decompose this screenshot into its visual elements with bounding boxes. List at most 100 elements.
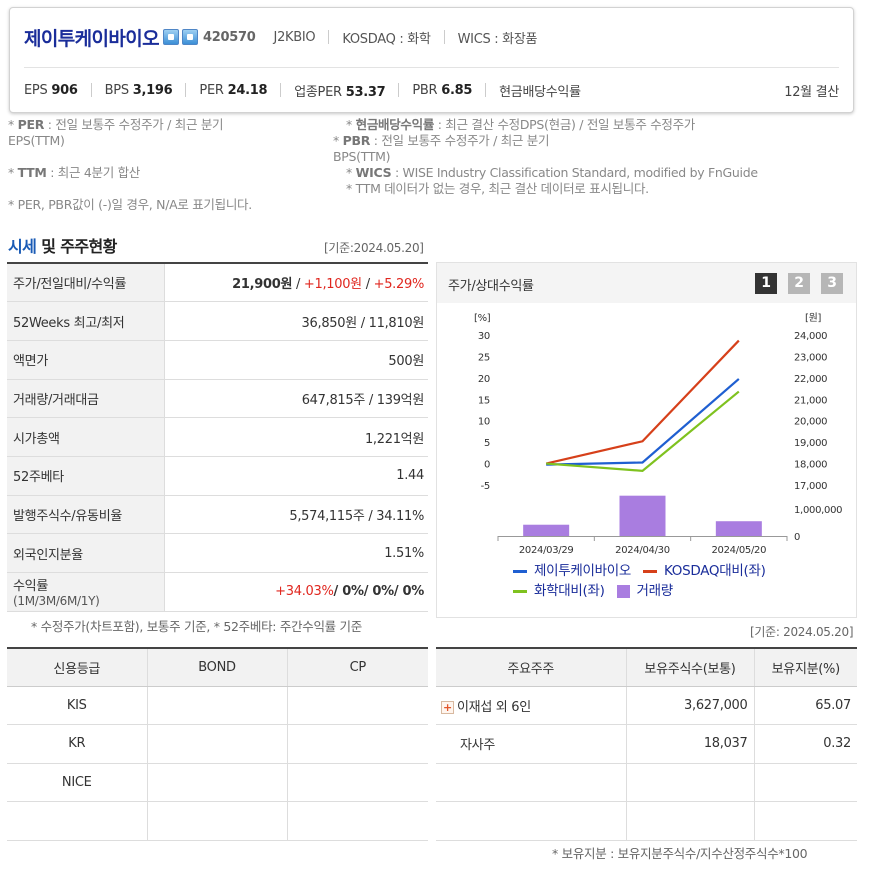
- chart-page-2-button[interactable]: 2: [788, 273, 810, 294]
- price-footnote: * 수정주가(차트포함), 보통주 기준, * 52주베타: 주간수익률 기준: [31, 619, 362, 634]
- ticker: J2KBIO: [273, 29, 316, 45]
- table-row: 주가/전일대비/수익률 21,900원 / +1,100원 / +5.29%: [7, 263, 428, 303]
- volume-bar: [523, 524, 570, 536]
- right-tick-label: 19,000: [794, 438, 827, 449]
- major-shareholders-table: 주요주주 보유주식수(보통) 보유지분(%) + 이재섭 외 6인 3,627,0…: [436, 647, 857, 841]
- chart-header: 주가/상대수익률 1 2 3: [437, 263, 856, 303]
- divider: [185, 83, 187, 97]
- legend-swatch: [642, 569, 657, 573]
- table-row: [436, 763, 857, 802]
- table-row: 발행주식수/유동비율 5,574,115주 / 34.11%: [7, 495, 428, 535]
- volume-tick-label: 0: [794, 532, 800, 543]
- bond-rating: [147, 724, 288, 764]
- holder-shares: [626, 763, 755, 802]
- table-row: KIS: [7, 686, 428, 725]
- table-row: 수익률 (1M/3M/6M/1Y) +34.03%/ 0%/ 0%/ 0%: [7, 572, 428, 612]
- wics-label: WICS : 화장품: [457, 31, 538, 47]
- holder-shares: 18,037: [626, 724, 755, 764]
- note-dividend: * 현금배당수익률 : 최근 결산 수정DPS(현금) / 전일 보통주 수정주…: [346, 117, 696, 132]
- table-row: 자사주 18,037 0.32: [436, 724, 857, 764]
- note-per: * PER : 전일 보통주 수정주가 / 최근 분기: [8, 117, 224, 132]
- table-header-row: 신용등급 BOND CP: [7, 648, 428, 687]
- series-line: [546, 390, 740, 472]
- row-label: 거래량/거래대금: [7, 379, 165, 419]
- column-header: 주요주주: [436, 648, 627, 687]
- table-row: [436, 801, 857, 841]
- right-tick-label: 20,000: [794, 417, 827, 428]
- metric-bps: BPS 3,196: [104, 82, 173, 98]
- x-tick-label: 2024/03/29: [519, 545, 574, 556]
- rating-agency: [7, 801, 148, 841]
- row-label: 시가총액: [7, 417, 165, 457]
- chart-page-1-button[interactable]: 1: [755, 273, 777, 294]
- row-value: 1,221억원: [164, 417, 428, 457]
- legend-swatch: [616, 584, 630, 598]
- note-ttm: * TTM : 최근 4분기 합산: [8, 165, 140, 180]
- price-value: 21,900원 / +1,100원 / +5.29%: [164, 263, 428, 303]
- note-wics: * WICS : WISE Industry Classification St…: [346, 165, 758, 180]
- market-label: KOSDAQ : 화학: [342, 31, 431, 47]
- metrics-bar: EPS 906 BPS 3,196 PER 24.18 업종PER 53.37 PBR 6…: [24, 78, 839, 102]
- legend-item: 제이투케이바이오: [513, 561, 631, 581]
- cp-rating: [287, 724, 428, 764]
- note-ttm-missing: * TTM 데이터가 없는 경우, 최근 결산 데이터로 표시됩니다.: [346, 181, 649, 196]
- metric-sector-per: 업종PER 53.37: [294, 84, 386, 100]
- x-tick-label: 2024/04/30: [615, 545, 670, 556]
- holder-name: [436, 801, 627, 841]
- price-chart: [%] [원] 30 25 20 15 10 5 0 -5 24,000 23,000 22,000 21…: [474, 312, 843, 556]
- chart-panel: 주가/상대수익률 1 2 3 [%] [원] 30 25 20 15 10 5 0 -5 24,00…: [436, 262, 857, 618]
- report-icon[interactable]: [182, 29, 199, 45]
- holder-pct: 0.32: [754, 724, 857, 764]
- chart-legend: 제이투케이바이오 KOSDAQ대비(좌) 화학대비(좌) 거래량: [513, 561, 778, 601]
- rating-agency: NICE: [7, 763, 148, 802]
- right-tick-label: 17,000: [794, 481, 827, 492]
- cp-rating: [287, 763, 428, 802]
- right-axis-unit: [원]: [805, 312, 822, 324]
- metric-pbr: PBR 6.85: [412, 82, 473, 98]
- note-pbr: * PBR : 전일 보통주 수정주가 / 최근 분기: [333, 133, 550, 148]
- chart-page-3-button[interactable]: 3: [821, 273, 843, 294]
- left-tick-label: 15: [478, 395, 490, 406]
- right-tick-label: 24,000: [794, 331, 827, 342]
- divider: [24, 67, 839, 68]
- column-header: 신용등급: [7, 648, 148, 687]
- holder-name: 자사주: [436, 724, 627, 764]
- left-tick-label: 10: [478, 417, 490, 428]
- legend-item: 화학대비(좌): [513, 581, 605, 601]
- right-tick-label: 22,000: [794, 374, 827, 385]
- holders-base-date: [기준: 2024.05.20]: [750, 625, 854, 639]
- expand-plus-icon[interactable]: +: [441, 700, 454, 714]
- cp-rating: [287, 686, 428, 725]
- company-name[interactable]: 제이투케이바이오: [24, 27, 160, 50]
- legend-swatch: [513, 589, 527, 593]
- company-meta: J2KBIO KOSDAQ : 화학 WICS : 화장품: [274, 28, 538, 47]
- note-pbr-cont: BPS(TTM): [333, 149, 391, 164]
- table-row: 거래량/거래대금 647,815주 / 139억원: [7, 379, 428, 419]
- legend-item: KOSDAQ대비(좌): [642, 561, 766, 581]
- column-header: BOND: [147, 648, 288, 687]
- divider: [443, 30, 445, 44]
- row-label: 52Weeks 최고/최저: [7, 301, 165, 341]
- returns-value: +34.03%/ 0%/ 0%/ 0%: [164, 572, 428, 612]
- bond-rating: [147, 763, 288, 802]
- table-row: + 이재섭 외 6인 3,627,000 65.07: [436, 686, 857, 725]
- row-value: 647,815주 / 139억원: [164, 379, 428, 419]
- legend-item: 거래량: [616, 581, 673, 601]
- volume-bar: [619, 495, 666, 536]
- cp-rating: [287, 801, 428, 841]
- home-icon[interactable]: [163, 29, 180, 45]
- volume-tick-label: 1,000,000: [794, 505, 842, 516]
- row-value: 36,850원 / 11,810원: [164, 301, 428, 341]
- price-summary-table: 주가/전일대비/수익률 21,900원 / +1,100원 / +5.29% 5…: [7, 262, 428, 612]
- table-row: 액면가 500원: [7, 340, 428, 380]
- left-tick-label: 25: [478, 352, 490, 363]
- company-header: 제이투케이바이오 420570 J2KBIO KOSDAQ : 화학 WICS …: [9, 7, 854, 113]
- left-tick-label: 0: [484, 460, 490, 471]
- metric-eps: EPS 906: [24, 82, 78, 98]
- table-row: 외국인지분율 1.51%: [7, 533, 428, 573]
- bond-rating: [147, 686, 288, 725]
- metric-dividend-yield: 현금배당수익률: [499, 84, 581, 100]
- row-value: 1.44: [164, 456, 428, 496]
- row-value: 500원: [164, 340, 428, 380]
- divider: [485, 83, 487, 97]
